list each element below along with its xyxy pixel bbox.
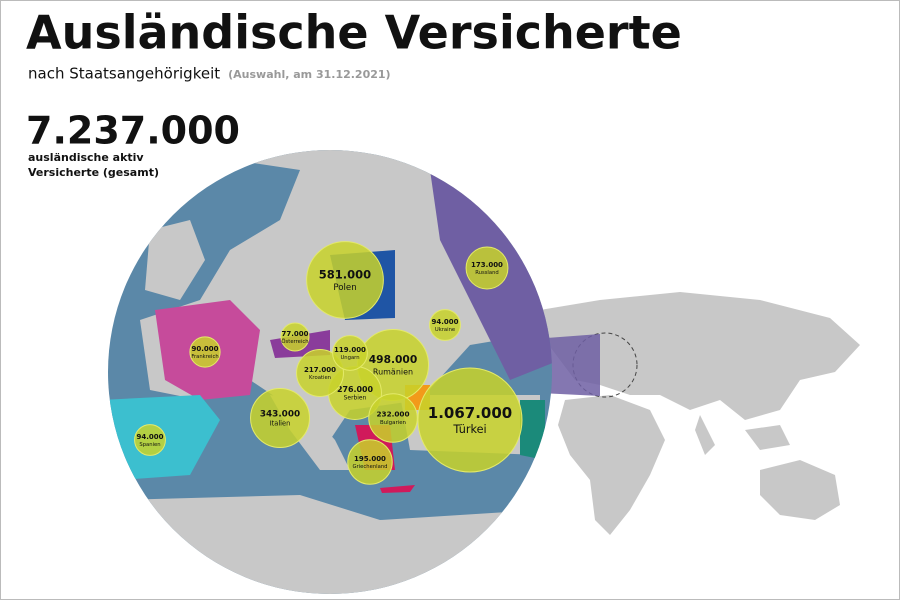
note: (Auswahl, am 31.12.2021) <box>228 68 390 81</box>
subtitle: nach Staatsangehörigkeit <box>28 65 220 83</box>
bubble-value: 217.000 <box>304 365 336 374</box>
bubble-country: Bulgarien <box>380 420 406 426</box>
bubble-country: Frankreich <box>191 354 218 360</box>
bubble-country: Italien <box>270 420 291 428</box>
bubble-country: Spanien <box>139 442 160 448</box>
total: 7.237.000 <box>26 109 240 153</box>
bubble-country: Russland <box>475 270 499 276</box>
bubble <box>250 388 310 448</box>
bubble <box>368 393 418 443</box>
world-map <box>540 292 860 535</box>
bubble-country: Türkei <box>452 423 486 436</box>
bubble-country: Polen <box>333 283 356 293</box>
total-caption: Versicherte (gesamt) <box>28 166 159 179</box>
bubble <box>306 241 384 319</box>
subtitle-row: nach Staatsangehörigkeit (Auswahl, am 31… <box>28 65 391 83</box>
bubble-value: 119.000 <box>334 346 366 354</box>
bubble-country: Österreich <box>281 338 308 345</box>
bubble-country: Ungarn <box>340 355 359 361</box>
bubble <box>417 367 523 473</box>
bubble <box>280 322 310 352</box>
bubble-value: 195.000 <box>354 455 386 463</box>
bubble <box>429 309 461 341</box>
bubble-value: 498.000 <box>369 353 417 366</box>
bubble-value: 173.000 <box>471 261 503 269</box>
bubble-value: 232.000 <box>376 410 409 419</box>
bubble <box>332 335 368 371</box>
total-caption: ausländische aktiv <box>28 151 144 164</box>
bubble-value: 90.000 <box>191 345 218 353</box>
bubble <box>347 439 393 485</box>
bubble-country: Serbien <box>344 395 367 402</box>
bubble <box>134 424 166 456</box>
bubble-value: 343.000 <box>260 410 300 420</box>
bubble-value: 77.000 <box>281 330 308 338</box>
bubble-country: Ukraine <box>435 327 455 333</box>
bubble-value: 276.000 <box>337 385 374 394</box>
bubble-value: 1.067.000 <box>428 404 512 422</box>
bubble-value: 94.000 <box>136 433 163 441</box>
bubble <box>296 349 344 397</box>
bubble-country: Griechenland <box>352 464 387 470</box>
bubble <box>189 336 221 368</box>
bubble-value: 94.000 <box>431 318 458 326</box>
title: Ausländische Versicherte <box>26 6 682 60</box>
bubble <box>465 246 509 290</box>
bubble-country: Rumänien <box>373 367 413 376</box>
bubble-value: 581.000 <box>319 267 371 281</box>
bubble-country: Kroatien <box>309 375 331 381</box>
